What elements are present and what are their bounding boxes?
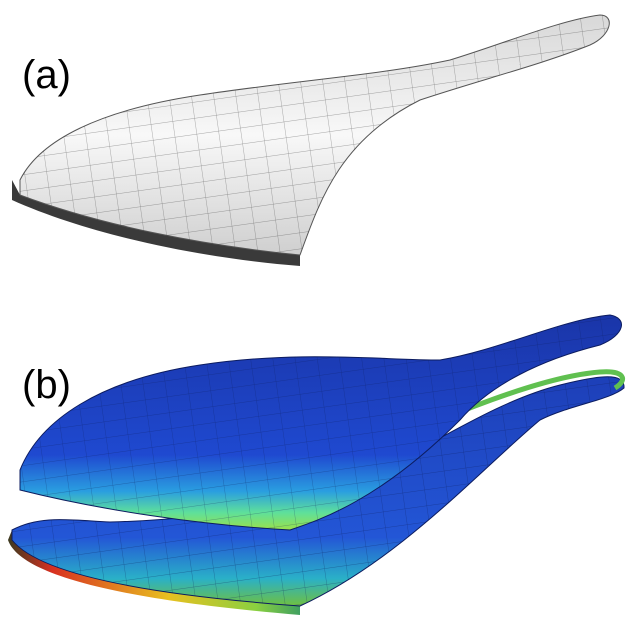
mesh-a — [12, 15, 609, 266]
panel-label: (b) — [22, 363, 71, 407]
figure: (a) (b) — [0, 0, 628, 632]
panel-label: (a) — [22, 53, 71, 97]
